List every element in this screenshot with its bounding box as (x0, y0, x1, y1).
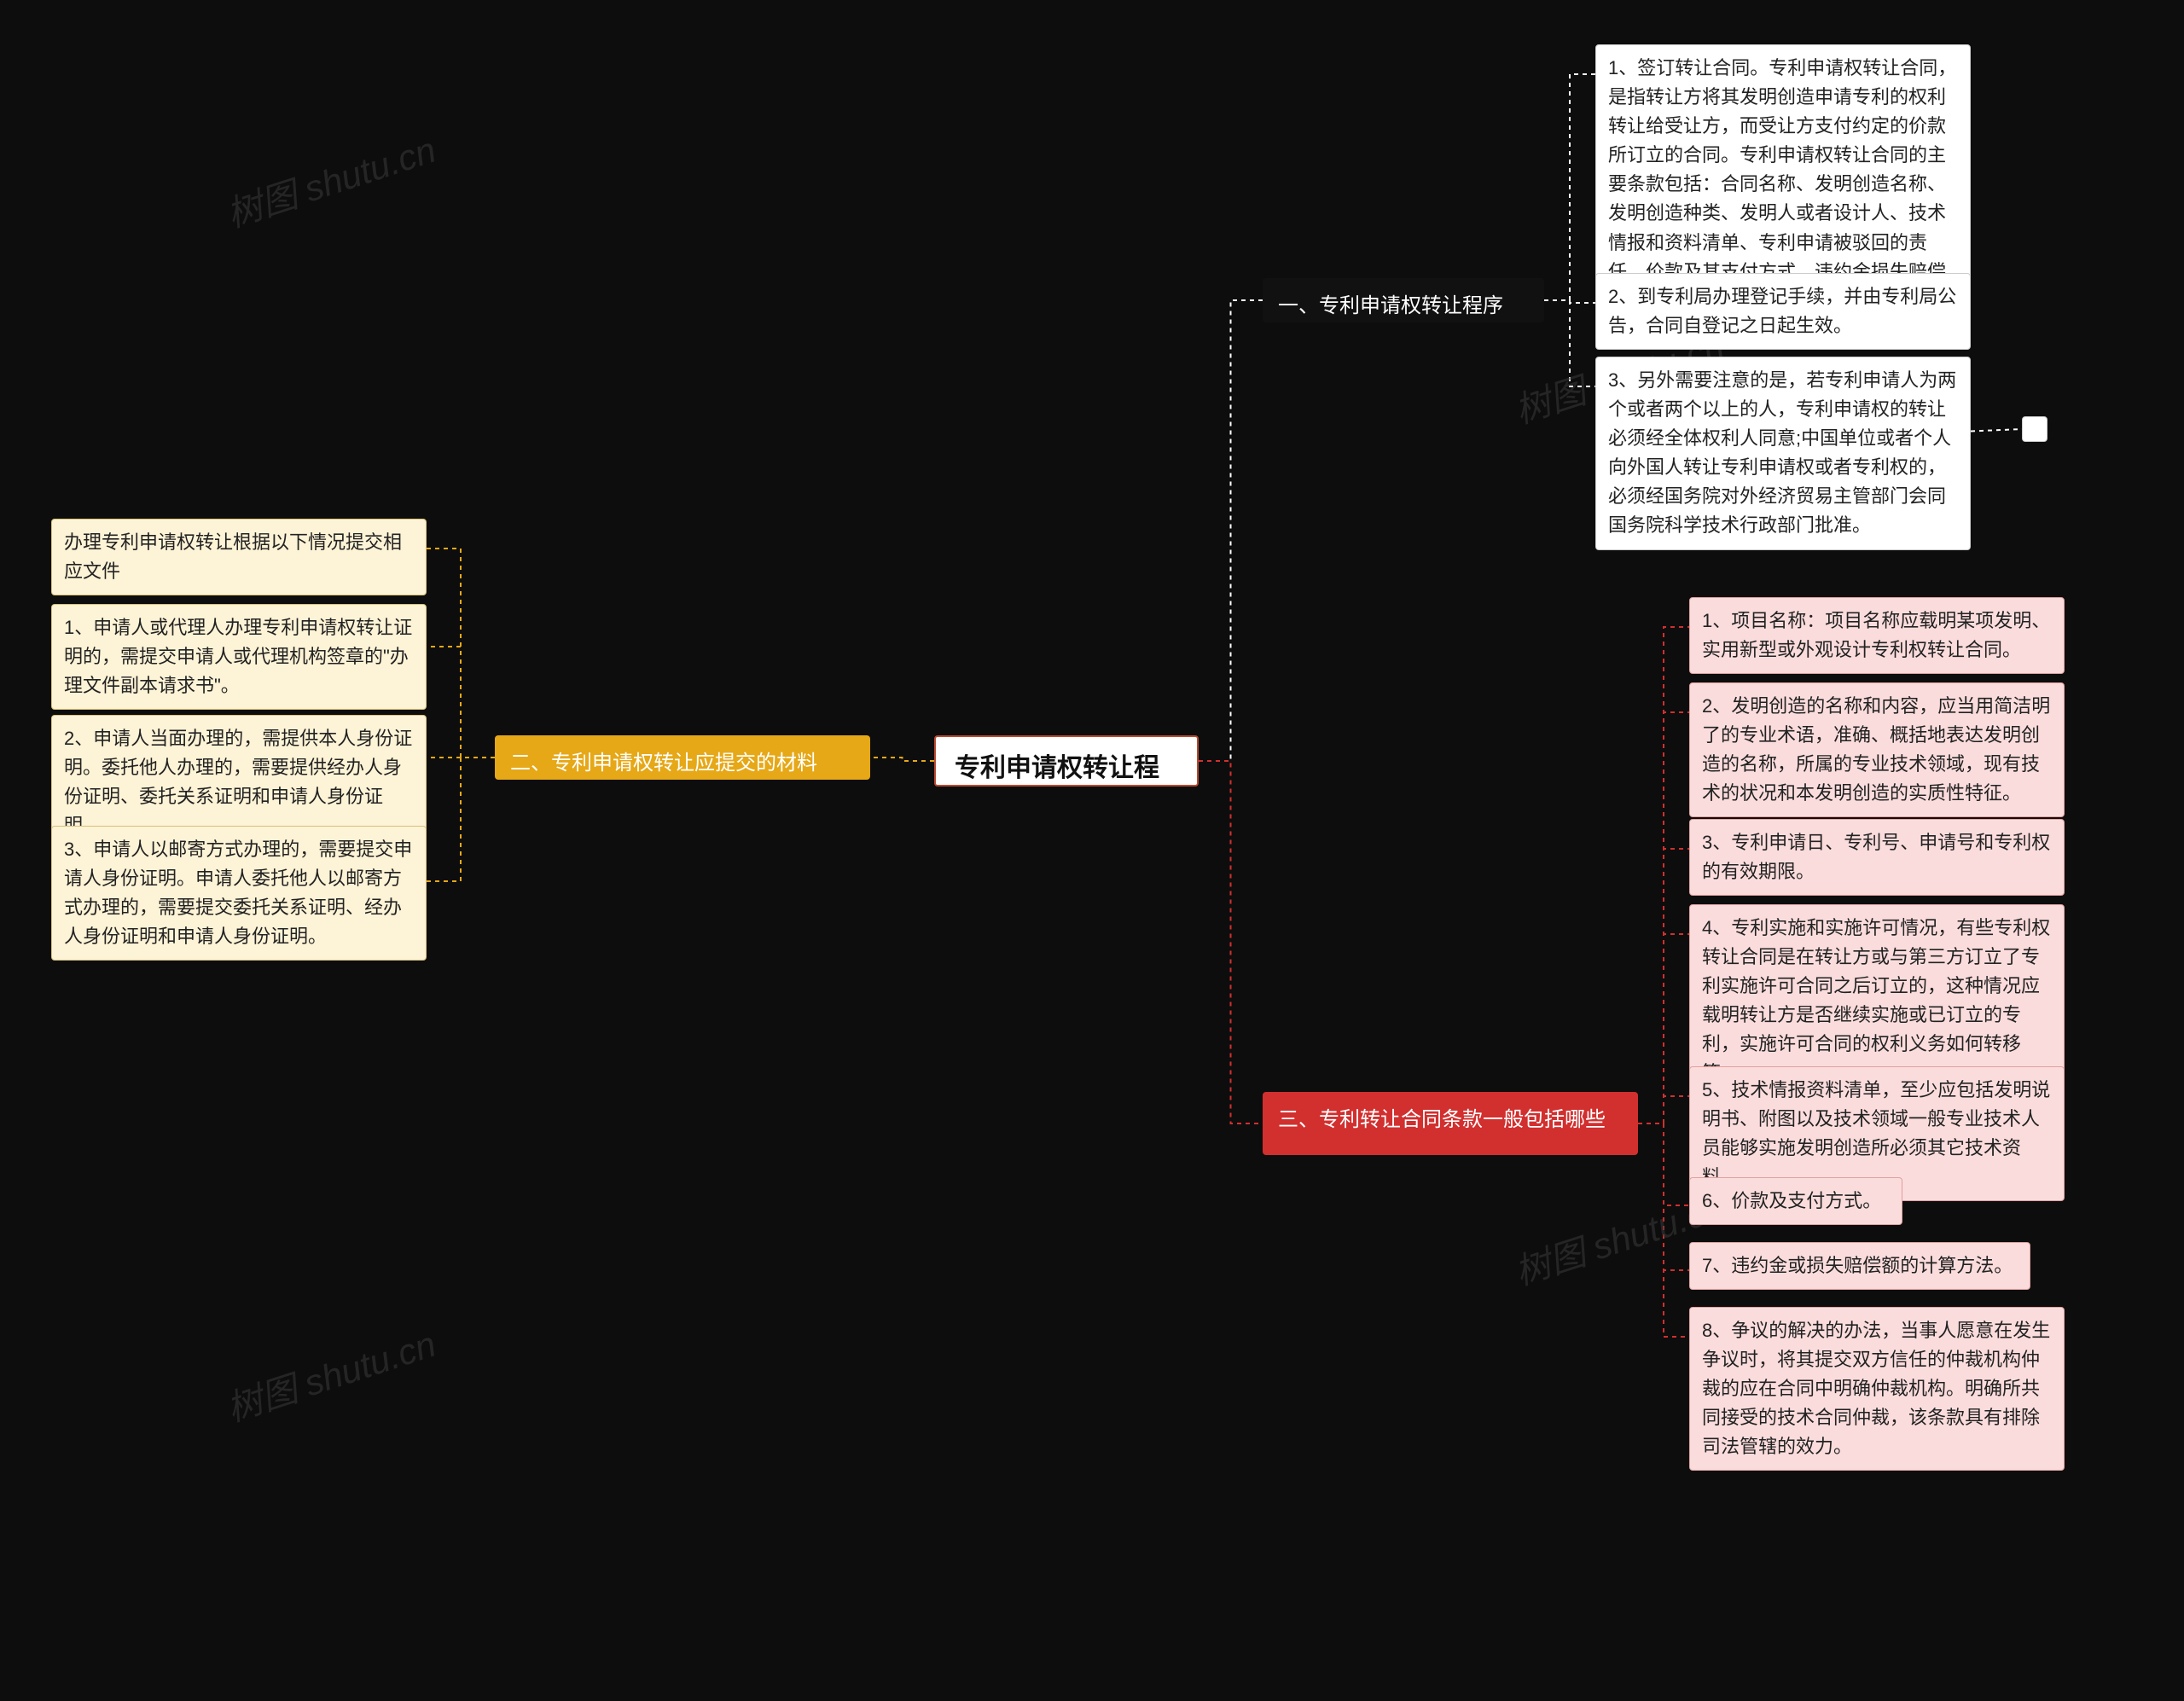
branch-3[interactable]: 三、专利转让合同条款一般包括哪些 (1263, 1092, 1638, 1155)
branch3-leaf-3[interactable]: 3、专利申请日、专利号、申请号和专利权的有效期限。 (1689, 819, 2065, 896)
branch3-leaf-7[interactable]: 7、违约金或损失赔偿额的计算方法。 (1689, 1242, 2030, 1290)
branch3-leaf-6[interactable]: 6、价款及支付方式。 (1689, 1177, 1902, 1225)
branch1-leaf-3-extra[interactable] (2022, 416, 2048, 442)
branch3-leaf-8[interactable]: 8、争议的解决的办法，当事人愿意在发生争议时，将其提交双方信任的仲裁机构仲裁的应… (1689, 1307, 2065, 1471)
branch1-leaf-3[interactable]: 3、另外需要注意的是，若专利申请人为两个或者两个以上的人，专利申请权的转让必须经… (1595, 357, 1971, 550)
branch3-leaf-1[interactable]: 1、项目名称：项目名称应载明某项发明、实用新型或外观设计专利权转让合同。 (1689, 597, 2065, 674)
branch2-leaf-2[interactable]: 1、申请人或代理人办理专利申请权转让证明的，需提交申请人或代理机构签章的"办理文… (51, 604, 427, 710)
branch2-leaf-1[interactable]: 办理专利申请权转让根据以下情况提交相应文件 (51, 519, 427, 595)
branch1-leaf-2[interactable]: 2、到专利局办理登记手续，并由专利局公告，合同自登记之日起生效。 (1595, 273, 1971, 350)
branch3-leaf-2[interactable]: 2、发明创造的名称和内容，应当用简洁明了的专业术语，准确、概括地表达发明创造的名… (1689, 682, 2065, 817)
watermark: 树图 shutu.cn (219, 1315, 442, 1432)
branch-1[interactable]: 一、专利申请权转让程序 (1263, 278, 1544, 322)
branch2-leaf-4[interactable]: 3、申请人以邮寄方式办理的，需要提交申请人身份证明。申请人委托他人以邮寄方式办理… (51, 826, 427, 961)
branch-2[interactable]: 二、专利申请权转让应提交的材料 (495, 735, 870, 780)
root-node[interactable]: 专利申请权转让程序 (934, 735, 1199, 787)
watermark: 树图 shutu.cn (219, 121, 442, 238)
